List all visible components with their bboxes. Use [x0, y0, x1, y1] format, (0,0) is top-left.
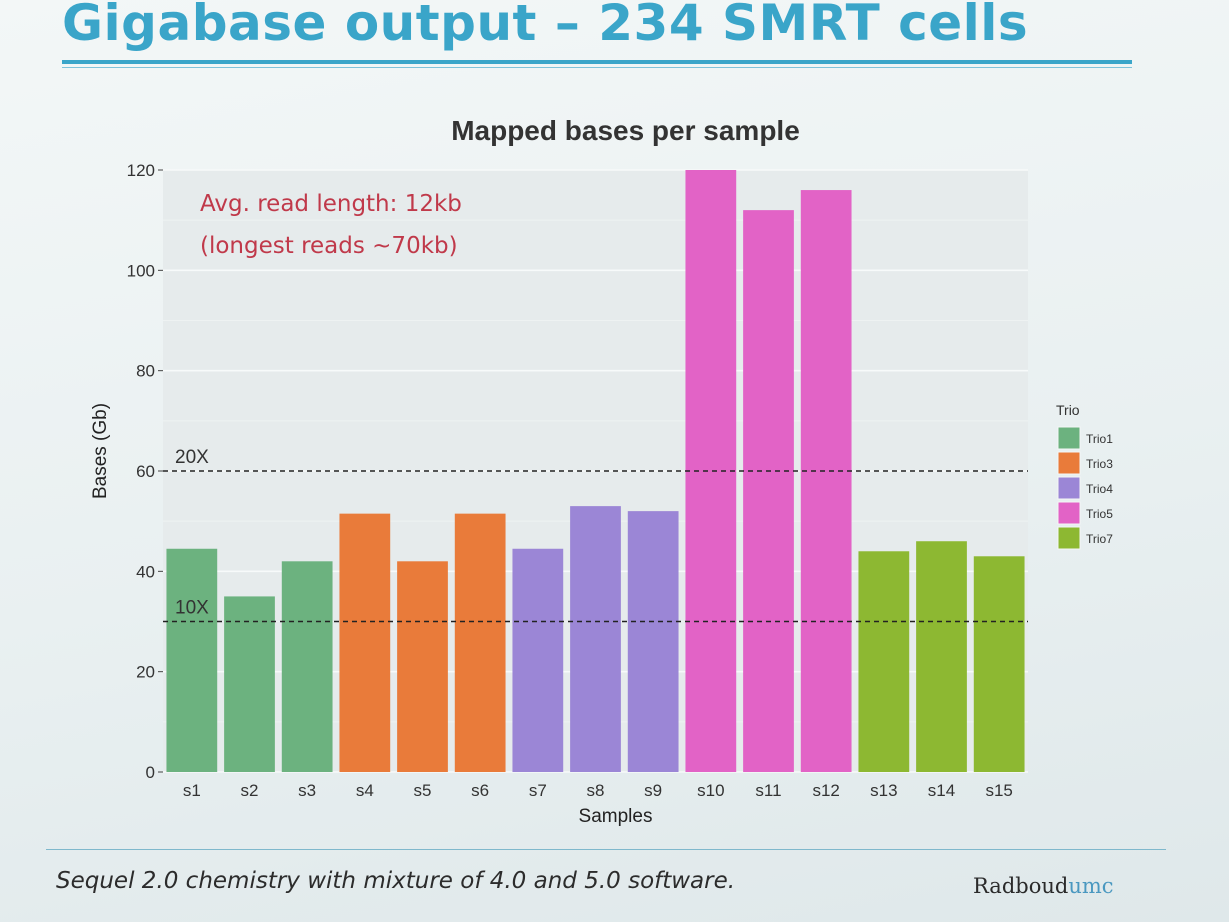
- bar-s2: [224, 596, 275, 772]
- footer-note: Sequel 2.0 chemistry with mixture of 4.0…: [56, 868, 736, 894]
- y-axis: 0 20 40 60 80 100 120: [127, 161, 163, 782]
- bar-s5: [397, 561, 448, 772]
- x-tick-label-s6: s6: [471, 781, 489, 800]
- bar-s12: [800, 190, 852, 773]
- legend-swatch-Trio3: [1057, 451, 1081, 475]
- x-tick-label-s7: s7: [529, 781, 547, 800]
- bar-s11: [743, 210, 794, 773]
- bar-s14: [916, 541, 967, 772]
- bar-s10: [685, 170, 737, 772]
- reference-lines: 20X 10X: [163, 447, 1028, 623]
- y-tick-label-80: 80: [136, 362, 155, 381]
- y-tick-label-20: 20: [136, 663, 155, 682]
- legend-title: Trio: [1056, 402, 1080, 418]
- x-tick-label-s12: s12: [812, 781, 839, 800]
- bar-s15: [973, 556, 1025, 772]
- x-tick-label-s8: s8: [587, 781, 605, 800]
- legend-swatch-Trio4: [1057, 476, 1081, 500]
- y-tick-label-100: 100: [127, 261, 155, 280]
- x-tick-label-s13: s13: [870, 781, 897, 800]
- annotation-read-length: Avg. read length: 12kb: [200, 191, 462, 217]
- bar-s8: [570, 506, 621, 772]
- title-underline-thin: [62, 67, 1132, 68]
- y-tick-label-40: 40: [136, 562, 155, 581]
- x-axis-title: Samples: [579, 806, 653, 827]
- y-tick-label-120: 120: [127, 161, 155, 180]
- bar-s1: [166, 548, 218, 772]
- title-underline: [62, 60, 1132, 64]
- x-axis: s1 s2 s3 s4 s5 s6 s7 s8 s9 s10 s11 s12 s13 s14 s15: [183, 781, 1013, 800]
- slide-title: Gigabase output – 234 SMRT cells: [62, 0, 1029, 52]
- footer-divider: [46, 849, 1166, 850]
- x-tick-label-s2: s2: [241, 781, 259, 800]
- x-tick-label-s3: s3: [298, 781, 316, 800]
- legend-label-Trio5: Trio5: [1086, 507, 1113, 521]
- legend-label-Trio3: Trio3: [1086, 457, 1113, 471]
- logo-text-radboud: Radboud: [973, 874, 1069, 898]
- radboudumc-logo: Radboudumc: [973, 874, 1114, 898]
- x-tick-label-s9: s9: [644, 781, 662, 800]
- annotation-longest-reads: (longest reads ~70kb): [200, 233, 458, 259]
- legend-label-Trio1: Trio1: [1086, 432, 1113, 446]
- x-tick-label-s4: s4: [356, 781, 374, 800]
- logo-text-umc: umc: [1068, 874, 1114, 898]
- legend-swatch-Trio5: [1057, 501, 1081, 525]
- chart-title: Mapped bases per sample: [451, 115, 800, 146]
- x-tick-label-s14: s14: [928, 781, 955, 800]
- x-tick-label-s15: s15: [985, 781, 1012, 800]
- y-tick-label-0: 0: [146, 763, 155, 782]
- legend-swatch-Trio1: [1057, 426, 1081, 450]
- bars: [166, 170, 1025, 773]
- reference-label-20X: 20X: [175, 447, 209, 468]
- y-tick-label-60: 60: [136, 462, 155, 481]
- reference-label-10X: 10X: [175, 598, 209, 619]
- bar-s7: [512, 548, 564, 772]
- legend: Trio Trio1 Trio3 Trio4 Trio5 Trio7: [1056, 402, 1113, 550]
- x-tick-label-s11: s11: [755, 781, 781, 800]
- x-tick-label-s10: s10: [697, 781, 724, 800]
- y-axis-title: Bases (Gb): [90, 403, 111, 499]
- bar-s3: [281, 561, 333, 772]
- bar-s6: [454, 513, 506, 772]
- legend-label-Trio4: Trio4: [1086, 482, 1113, 496]
- legend-label-Trio7: Trio7: [1086, 532, 1113, 546]
- bar-s9: [627, 511, 679, 772]
- bar-s13: [858, 551, 910, 772]
- legend-swatch-Trio7: [1057, 526, 1081, 550]
- bar-s4: [339, 513, 391, 772]
- x-tick-label-s1: s1: [183, 781, 201, 800]
- x-tick-label-s5: s5: [414, 781, 432, 800]
